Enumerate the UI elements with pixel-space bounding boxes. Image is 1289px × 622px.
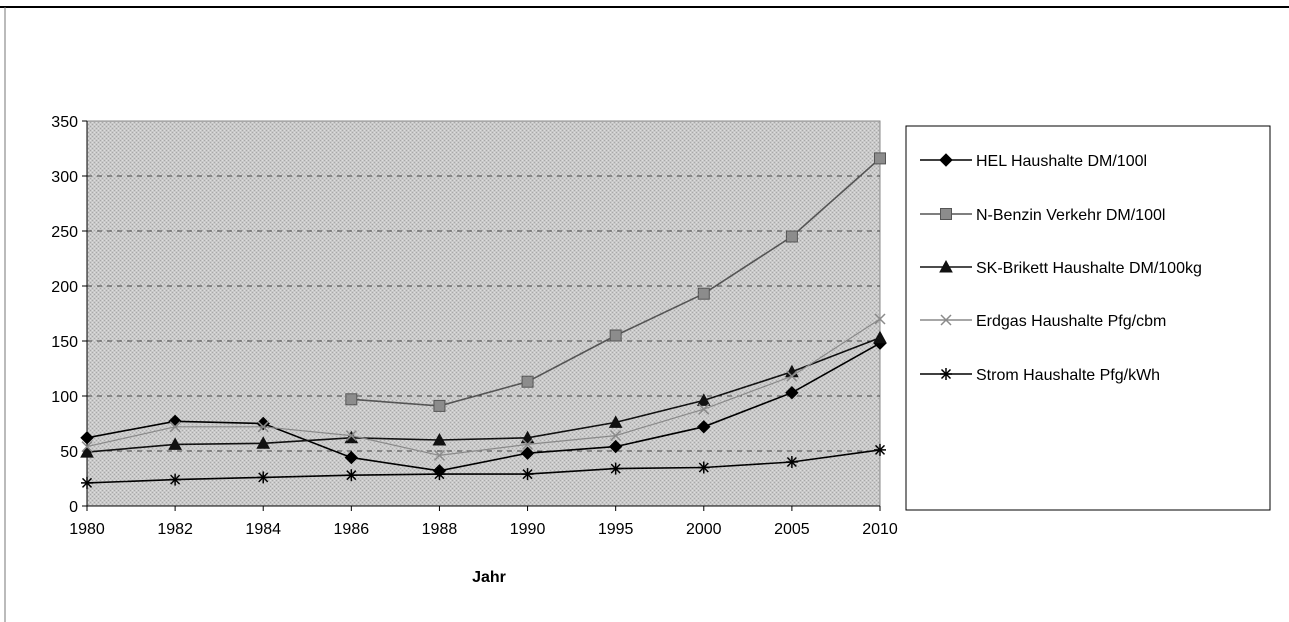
legend-entry: N-Benzin Verkehr DM/100l: [920, 207, 1165, 224]
plot-area: [86, 120, 881, 507]
y-tick-label: 200: [51, 279, 78, 296]
data-point: [432, 432, 447, 446]
data-point: [520, 446, 535, 460]
series-5: [81, 443, 886, 489]
series-line: [86, 342, 881, 472]
legend-label: N-Benzin Verkehr DM/100l: [976, 207, 1165, 224]
legend-label: SK-Brikett Haushalte DM/100kg: [976, 260, 1202, 277]
data-point: [345, 469, 358, 482]
data-point: [433, 468, 446, 481]
legend-marker: [940, 368, 952, 380]
data-point: [80, 445, 94, 458]
y-tick-label: 150: [51, 334, 78, 351]
y-tick-label: 350: [51, 114, 78, 131]
data-point: [521, 375, 534, 388]
data-point: [345, 393, 358, 406]
data-point: [874, 313, 886, 325]
legend-label: Strom Haushalte Pfg/kWh: [976, 367, 1160, 384]
y-tick-label: 100: [51, 389, 78, 406]
x-tick-label: 1984: [245, 521, 281, 538]
x-tick-label: 1980: [69, 521, 105, 538]
data-point: [257, 421, 269, 433]
legend-entry: Erdgas Haushalte Pfg/cbm: [920, 313, 1166, 330]
series-4: [81, 313, 886, 461]
data-point: [169, 473, 182, 486]
data-point: [608, 415, 623, 428]
data-point: [785, 230, 798, 243]
data-point: [785, 456, 798, 468]
data-point: [344, 430, 359, 444]
x-tick-label: 2010: [862, 521, 898, 538]
legend-marker: [940, 208, 952, 220]
x-tick-label: 1986: [334, 521, 370, 538]
data-point: [344, 450, 359, 465]
data-point: [697, 287, 710, 300]
x-tick-label: 1995: [598, 521, 634, 538]
series-line: [86, 318, 881, 457]
data-point: [345, 430, 357, 442]
data-point: [610, 430, 622, 442]
legend-label: HEL Haushalte DM/100l: [976, 153, 1147, 170]
legend-marker: [940, 314, 952, 326]
series-layer: [80, 152, 887, 489]
data-point: [696, 393, 711, 406]
chart-area-border: [0, 6, 1289, 622]
y-tick-label: 250: [51, 224, 78, 241]
y-tick-label: 300: [51, 169, 78, 186]
legend-marker: [939, 153, 953, 167]
data-point: [697, 461, 710, 474]
x-tick-label: 1982: [157, 521, 193, 538]
legend-marker: [939, 259, 953, 273]
data-point: [697, 420, 711, 434]
data-point: [698, 403, 710, 415]
legend-entry: SK-Brikett Haushalte DM/100kg: [920, 259, 1202, 277]
data-point: [521, 468, 534, 481]
data-point: [785, 385, 799, 400]
gridlines: [87, 175, 880, 452]
y-axis: 0 50 100 150 200 250 300 350: [51, 114, 88, 516]
data-point: [609, 329, 622, 342]
data-point: [608, 439, 623, 454]
y-tick-label: 50: [60, 444, 78, 461]
series-line: [86, 336, 881, 453]
series-1: [80, 336, 887, 478]
data-point: [433, 399, 446, 412]
legend-box: [905, 125, 1271, 511]
x-axis: 1980 1982 1984 1986 1988 1990 1995 2000 2005 2010: [69, 505, 898, 538]
legend: HEL Haushalte DM/100l N-Benzin Verkehr DM…: [920, 153, 1202, 384]
data-point: [609, 462, 622, 475]
data-point: [874, 152, 886, 165]
y-tick-label: 0: [69, 499, 78, 516]
legend-entry: HEL Haushalte DM/100l: [920, 153, 1147, 170]
x-tick-label: 1990: [510, 521, 546, 538]
data-point: [169, 421, 181, 433]
x-axis-label: Jahr: [472, 569, 506, 586]
data-point: [522, 438, 534, 450]
data-point: [81, 476, 93, 489]
series-line: [86, 449, 881, 484]
data-point: [520, 430, 535, 444]
series-2: [345, 152, 886, 412]
data-point: [80, 431, 94, 445]
data-point: [874, 443, 886, 456]
data-point: [433, 449, 445, 461]
data-point: [873, 330, 887, 344]
series-3: [80, 330, 887, 458]
data-point: [257, 471, 270, 484]
x-tick-label: 2000: [686, 521, 722, 538]
data-point: [168, 437, 182, 450]
legend-label: Erdgas Haushalte Pfg/cbm: [976, 313, 1166, 330]
data-point: [81, 441, 93, 453]
data-point: [786, 370, 798, 382]
data-point: [256, 436, 271, 449]
x-tick-label: 1988: [422, 521, 458, 538]
legend-entry: Strom Haushalte Pfg/kWh: [920, 367, 1160, 384]
x-tick-label: 2005: [774, 521, 810, 538]
